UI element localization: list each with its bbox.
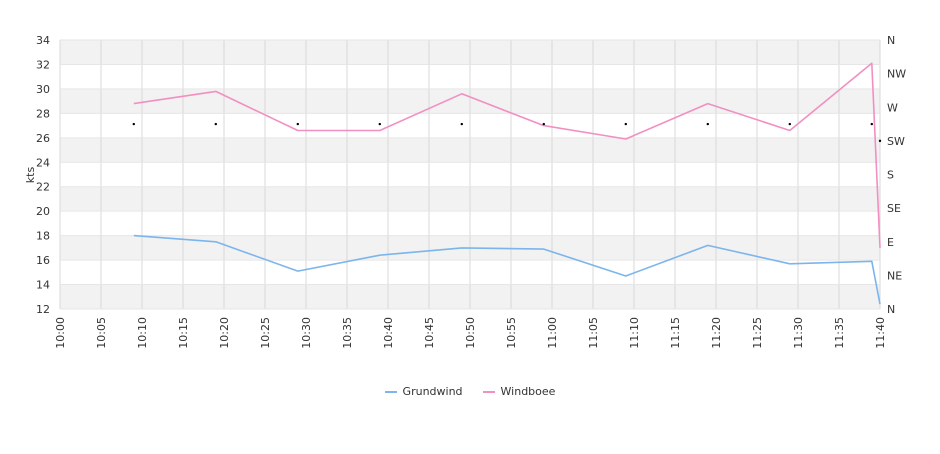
legend-item[interactable]: Grundwind	[384, 385, 463, 398]
direction-tick-label: S	[887, 169, 894, 182]
direction-tick-label: N	[887, 34, 895, 47]
direction-tick-label: N	[887, 303, 895, 316]
y-axis-ticks: 12 14 16 18 20 22 24 26 28 30 32 34	[36, 34, 50, 316]
legend-swatch	[482, 390, 495, 393]
x-tick-label: 10:40	[382, 317, 395, 349]
y-tick-label: 28	[36, 107, 50, 120]
legend-item[interactable]: Windboee	[482, 385, 556, 398]
y-tick-label: 34	[36, 34, 50, 47]
direction-tick-label: SW	[887, 135, 905, 148]
series-line-grundwind	[133, 234, 881, 305]
y-tick-label: 30	[36, 83, 50, 96]
legend-label: Windboee	[500, 385, 556, 398]
horizontal-gridlines	[60, 39, 880, 310]
x-tick-label: 11:40	[874, 317, 887, 349]
legend-label: Grundwind	[402, 385, 463, 398]
y-tick-label: 26	[36, 132, 50, 145]
x-tick-label: 10:20	[218, 317, 231, 349]
direction-tick-label: SE	[887, 202, 901, 215]
direction-tick-label: NW	[887, 68, 906, 81]
x-tick-label: 10:10	[136, 317, 149, 349]
y-tick-label: 22	[36, 181, 50, 194]
x-tick-label: 10:55	[505, 317, 518, 349]
x-tick-label: 11:00	[546, 317, 559, 349]
y-tick-label: 14	[36, 279, 50, 292]
x-axis-ticks: 10:00 10:05 10:10 10:15 10:20 10:25 10:30 10:35…	[54, 317, 887, 349]
direction-tick-label: E	[887, 236, 894, 249]
wind-direction-point	[460, 122, 463, 126]
x-tick-label: 11:10	[628, 317, 641, 349]
wind-direction-point	[706, 122, 709, 126]
x-tick-label: 10:15	[177, 317, 190, 349]
wind-direction-point	[214, 122, 217, 126]
x-tick-label: 11:20	[710, 317, 723, 349]
x-tick-label: 11:15	[669, 317, 682, 349]
wind-direction-point	[132, 122, 135, 126]
x-tick-label: 10:35	[341, 317, 354, 349]
y-tick-label: 16	[36, 254, 50, 267]
x-tick-label: 11:35	[833, 317, 846, 349]
vertical-gridlines	[59, 40, 881, 309]
x-tick-label: 10:25	[259, 317, 272, 349]
y-tick-label: 18	[36, 230, 50, 243]
wind-direction-point	[788, 122, 791, 126]
series-layer	[132, 62, 882, 305]
x-tick-label: 10:45	[423, 317, 436, 349]
wind-direction-point	[624, 122, 627, 126]
wind-direction-point	[870, 122, 873, 126]
x-tick-label: 10:05	[95, 317, 108, 349]
legend: Grundwind Windboee	[0, 385, 940, 398]
wind-direction-point	[542, 122, 545, 126]
legend-swatch	[384, 390, 397, 393]
x-tick-label: 10:30	[300, 317, 313, 349]
direction-tick-label: W	[887, 101, 898, 114]
y-tick-label: 24	[36, 156, 50, 169]
y-axis-label: kts	[24, 167, 37, 184]
wind-direction-point	[378, 122, 381, 126]
x-tick-label: 11:30	[792, 317, 805, 349]
x-tick-label: 11:05	[587, 317, 600, 349]
wind-direction-point	[878, 139, 882, 143]
x-tick-label: 10:50	[464, 317, 477, 349]
y-tick-label: 20	[36, 205, 50, 218]
x-tick-label: 10:00	[54, 317, 67, 349]
direction-axis-ticks: N NE E SE S SW W NW N	[887, 34, 906, 316]
y-tick-label: 12	[36, 303, 50, 316]
x-tick-label: 11:25	[751, 317, 764, 349]
direction-tick-label: NE	[887, 269, 902, 282]
y-tick-label: 32	[36, 58, 50, 71]
wind-direction-point	[296, 122, 299, 126]
series-line-windboee	[133, 62, 881, 248]
